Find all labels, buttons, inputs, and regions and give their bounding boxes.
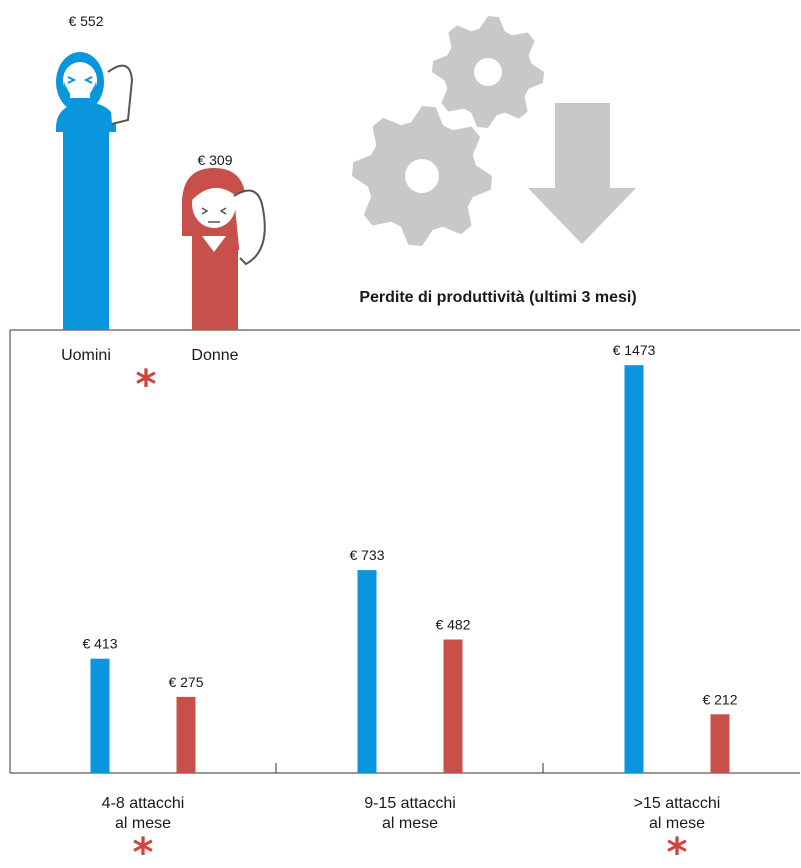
bar-men-1 — [357, 570, 377, 773]
bar-donne — [192, 236, 238, 330]
woman-holding-head-icon — [182, 168, 266, 330]
bar-men-2 — [624, 365, 644, 773]
category-label-uomini: Uomini — [61, 347, 111, 364]
significance-star: * — [136, 362, 157, 408]
bar-men-0 — [90, 658, 110, 773]
x-tick-label: 4-8 attacchi — [102, 795, 185, 812]
x-tick-label: >15 attacchi — [634, 795, 721, 812]
data-label: € 413 — [82, 636, 117, 652]
x-tick-label: 9-15 attacchi — [364, 795, 456, 812]
bar-women-2 — [710, 714, 730, 773]
down-arrow-icon — [528, 103, 636, 244]
lower-bars-group: € 413 € 733 € 1473 € 275 € 482 € 212 4-8 attac… — [82, 342, 737, 868]
data-label: € 1473 — [613, 342, 656, 358]
gear-icon — [352, 106, 492, 246]
category-label-donne: Donne — [191, 347, 238, 364]
gear-icon — [432, 16, 544, 128]
man-holding-head-icon — [56, 52, 134, 330]
significance-star: * — [133, 830, 154, 868]
x-tick-label: al mese — [115, 815, 171, 832]
bar-women-1 — [443, 639, 463, 773]
x-tick-label: al mese — [649, 815, 705, 832]
chart-title: Perdite di produttività (ultimi 3 mesi) — [359, 289, 636, 306]
data-label: € 482 — [435, 617, 470, 633]
bar-women-0 — [176, 696, 196, 773]
data-label: € 733 — [349, 547, 384, 563]
x-tick-label: al mese — [382, 815, 438, 832]
data-label: € 212 — [702, 691, 737, 707]
bar-uomini — [63, 118, 109, 330]
value-label-uomini: € 552 — [68, 13, 103, 29]
data-label: € 275 — [168, 674, 203, 690]
value-label-donne: € 309 — [197, 152, 232, 168]
gears-group — [352, 16, 544, 246]
significance-star: * — [667, 830, 688, 868]
